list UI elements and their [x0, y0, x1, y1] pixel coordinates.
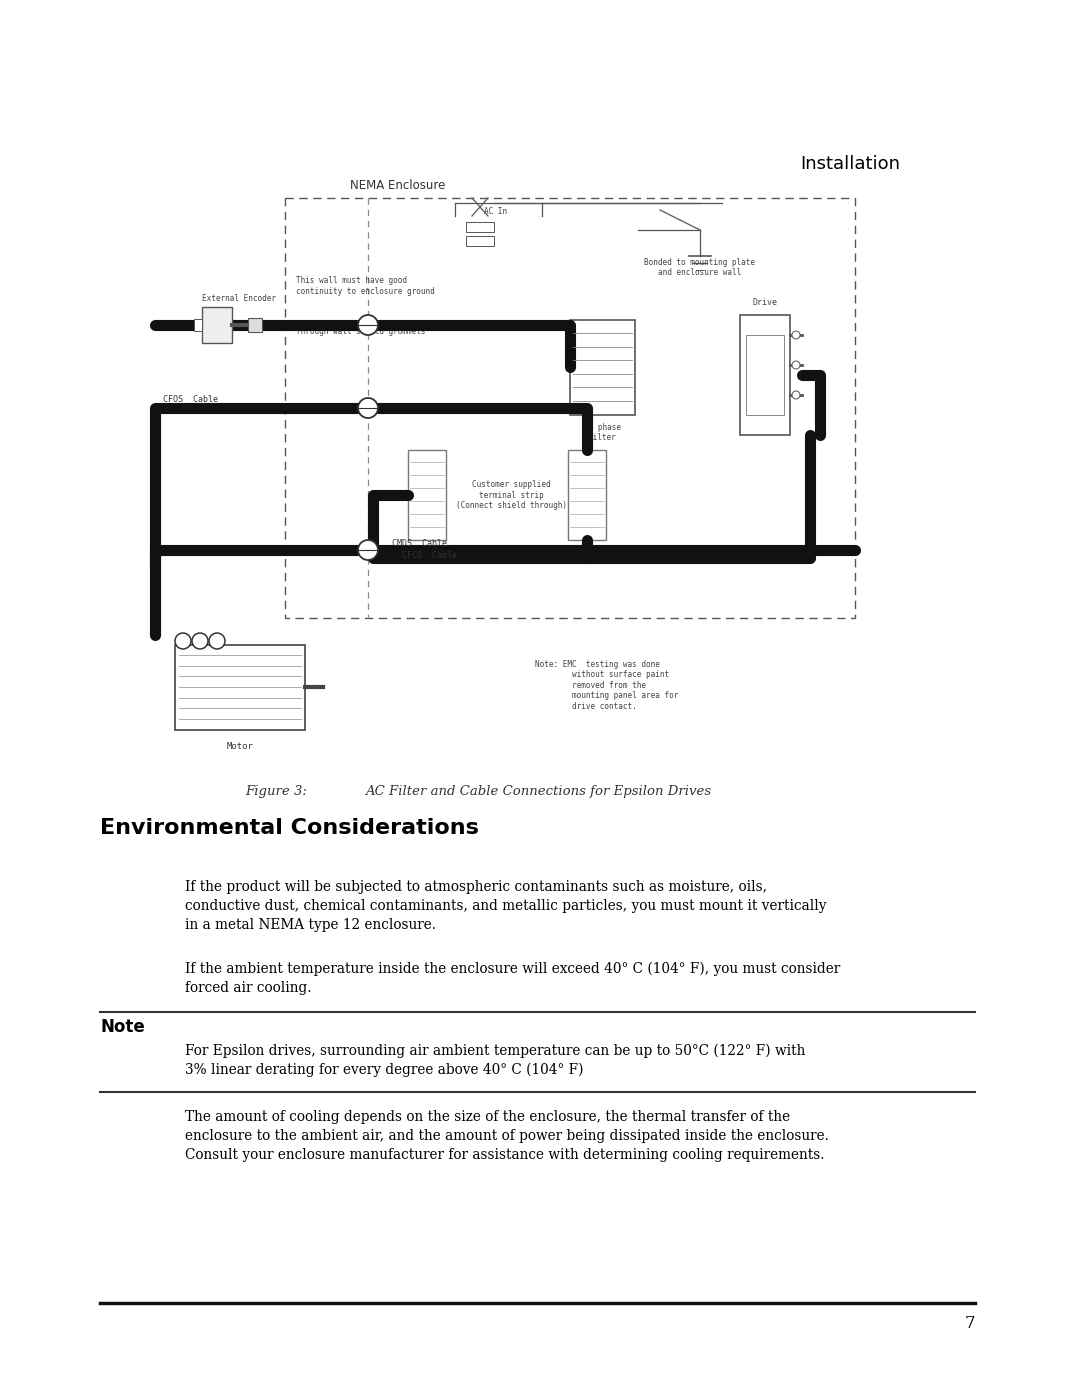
- Circle shape: [792, 391, 800, 400]
- Circle shape: [792, 331, 800, 339]
- Bar: [465, 236, 494, 246]
- Bar: [570, 320, 635, 415]
- Text: If the ambient temperature inside the enclosure will exceed 40° C (104° F), you : If the ambient temperature inside the en…: [185, 963, 840, 977]
- Text: Environmental Considerations: Environmental Considerations: [100, 819, 478, 838]
- Text: For Epsilon drives, surrounding air ambient temperature can be up to 50°C (122° : For Epsilon drives, surrounding air ambi…: [185, 1044, 806, 1059]
- Circle shape: [357, 398, 378, 418]
- Bar: [285, 198, 855, 617]
- Circle shape: [357, 314, 378, 335]
- Text: Installation: Installation: [800, 155, 900, 173]
- Text: NEMA Enclosure: NEMA Enclosure: [350, 179, 445, 191]
- Bar: [408, 450, 446, 541]
- Bar: [175, 645, 305, 731]
- Text: If the product will be subjected to atmospheric contaminants such as moisture, o: If the product will be subjected to atmo…: [185, 880, 767, 894]
- Text: forced air cooling.: forced air cooling.: [185, 981, 311, 995]
- Bar: [568, 450, 606, 541]
- Text: 3% linear derating for every degree above 40° C (104° F): 3% linear derating for every degree abov…: [185, 1063, 583, 1077]
- Bar: [746, 335, 784, 415]
- Text: 1- phase
filter: 1- phase filter: [583, 423, 621, 443]
- Bar: [740, 314, 789, 434]
- Bar: [248, 319, 262, 332]
- Text: enclosure to the ambient air, and the amount of power being dissipated inside th: enclosure to the ambient air, and the am…: [185, 1129, 828, 1143]
- Text: Figure 3:: Figure 3:: [245, 785, 307, 798]
- Text: Through wall shield grommets: Through wall shield grommets: [296, 327, 426, 337]
- Text: The amount of cooling depends on the size of the enclosure, the thermal transfer: The amount of cooling depends on the siz…: [185, 1111, 791, 1125]
- Text: AC Filter and Cable Connections for Epsilon Drives: AC Filter and Cable Connections for Epsi…: [365, 785, 711, 798]
- Text: conductive dust, chemical contaminants, and metallic particles, you must mount i: conductive dust, chemical contaminants, …: [185, 900, 826, 914]
- Text: CMDS  Cable: CMDS Cable: [392, 539, 447, 548]
- Text: AC In: AC In: [484, 207, 508, 217]
- Circle shape: [357, 541, 378, 560]
- Circle shape: [175, 633, 191, 650]
- Text: CFOS  Cable: CFOS Cable: [163, 395, 218, 404]
- Bar: [202, 307, 232, 344]
- Text: in a metal NEMA type 12 enclosure.: in a metal NEMA type 12 enclosure.: [185, 918, 436, 932]
- Bar: [465, 222, 494, 232]
- Bar: [194, 319, 202, 331]
- Text: Motor: Motor: [227, 742, 254, 752]
- Text: Consult your enclosure manufacturer for assistance with determining cooling requ: Consult your enclosure manufacturer for …: [185, 1148, 824, 1162]
- Text: This wall must have good
continuity to enclosure ground: This wall must have good continuity to e…: [296, 277, 435, 296]
- Text: CFCO  Cable: CFCO Cable: [403, 550, 458, 560]
- Circle shape: [210, 633, 225, 650]
- Text: Note: EMC  testing was done
        without surface paint
        removed from t: Note: EMC testing was done without surfa…: [535, 659, 678, 711]
- Text: Bonded to mounting plate
and enclosure wall: Bonded to mounting plate and enclosure w…: [645, 258, 756, 278]
- Text: 7: 7: [964, 1315, 975, 1331]
- Circle shape: [192, 633, 208, 650]
- Text: Customer supplied
terminal strip
(Connect shield through): Customer supplied terminal strip (Connec…: [456, 481, 567, 510]
- Text: External Encoder: External Encoder: [202, 293, 276, 303]
- Text: Drive: Drive: [753, 298, 778, 307]
- Text: Note: Note: [100, 1018, 145, 1037]
- Circle shape: [792, 360, 800, 369]
